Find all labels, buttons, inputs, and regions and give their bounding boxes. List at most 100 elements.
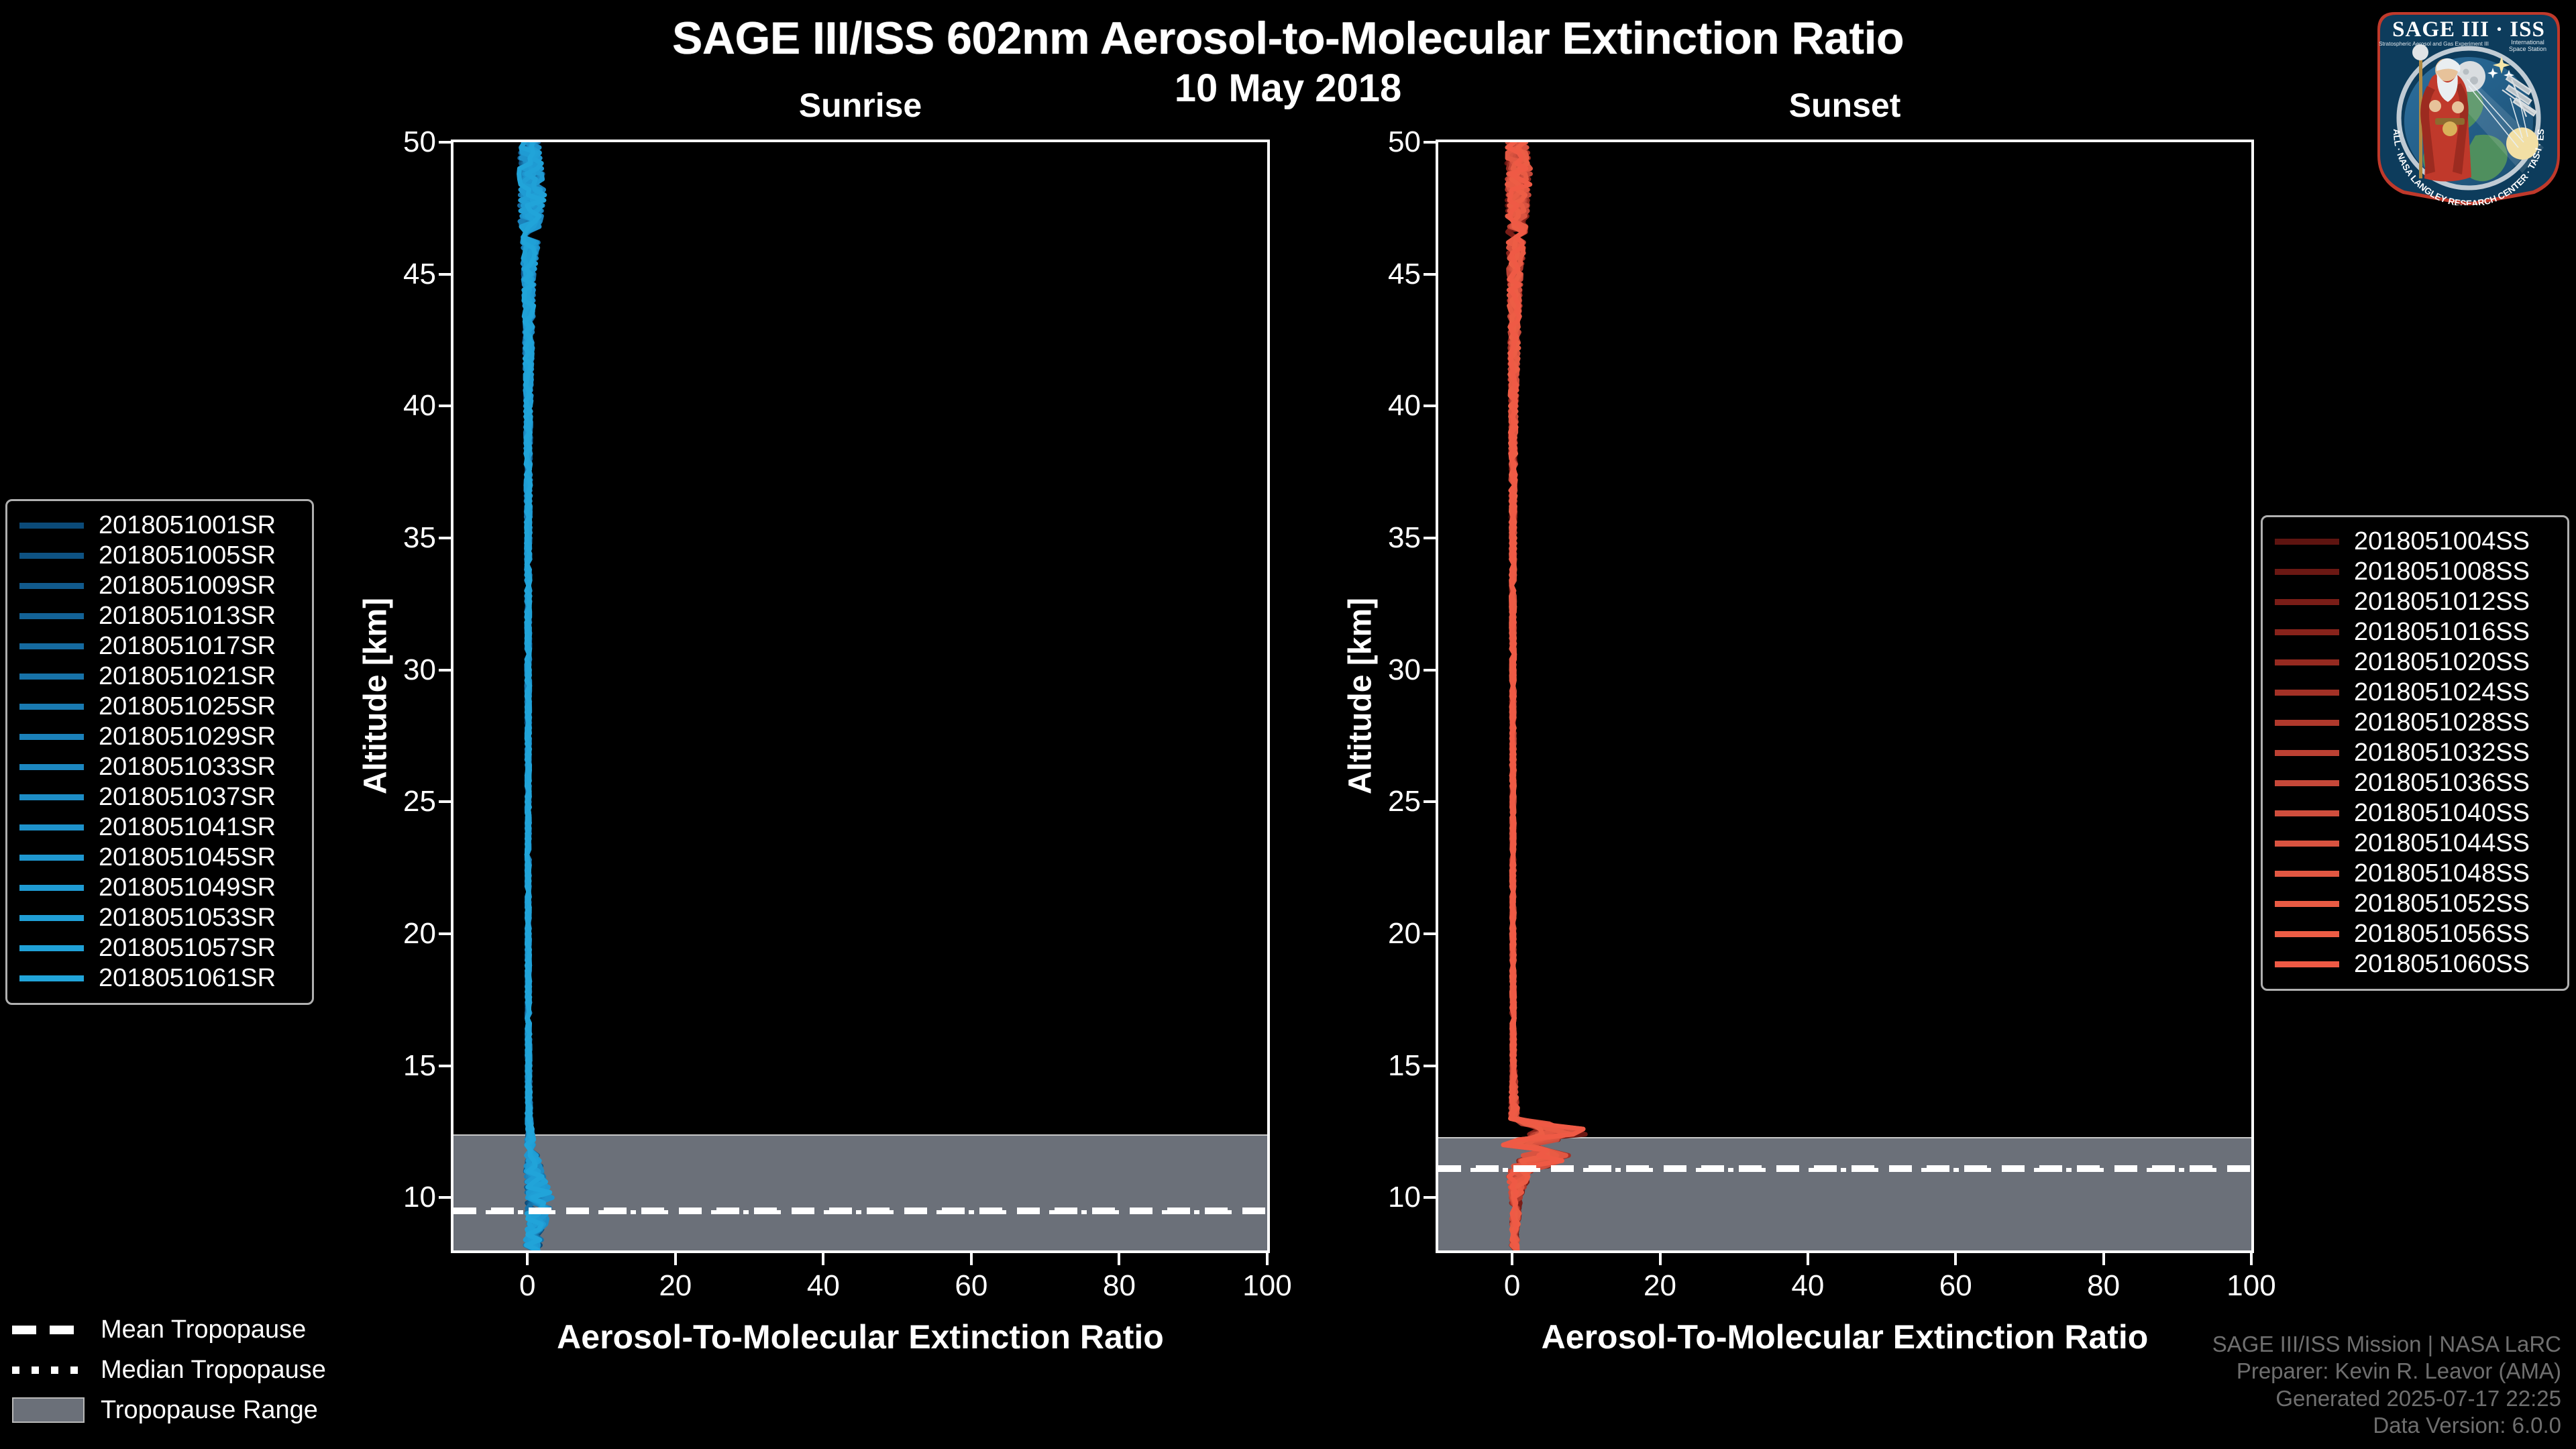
legend-item[interactable]: 2018051060SS [2275, 949, 2555, 979]
legend-item-label: 2018051013SR [99, 602, 276, 630]
legend-item[interactable]: 2018051048SS [2275, 859, 2555, 889]
legend-item[interactable]: 2018051056SS [2275, 919, 2555, 949]
y-axis-tick-mark [1424, 272, 1436, 276]
y-axis-tick-label: 10 [1388, 1181, 1421, 1214]
x-axis-tick-label: 20 [659, 1269, 692, 1302]
legend-label-tropopause-range: Tropopause Range [101, 1395, 318, 1424]
legend-item[interactable]: 2018051040SS [2275, 798, 2555, 828]
y-axis-tick-label: 35 [1388, 521, 1421, 554]
legend-item[interactable]: 2018051021SR [19, 661, 300, 692]
legend-item[interactable]: 2018051016SS [2275, 617, 2555, 647]
dashed-line-icon [12, 1325, 85, 1334]
legend-item[interactable]: 2018051053SR [19, 903, 300, 933]
sun-icon [2506, 127, 2538, 160]
y-axis-tick-label: 20 [1388, 917, 1421, 950]
legend-item[interactable]: 2018051044SS [2275, 828, 2555, 859]
legend-color-swatch [2275, 629, 2339, 635]
legend-item-label: 2018051033SR [99, 753, 276, 781]
legend-color-swatch [2275, 539, 2339, 545]
y-axis-tick-label: 30 [1388, 653, 1421, 686]
legend-item-label: 2018051049SR [99, 873, 276, 902]
legend-item[interactable]: 2018051029SR [19, 722, 300, 752]
mean-tropopause-line [453, 1208, 1267, 1214]
legend-item[interactable]: 2018051037SR [19, 782, 300, 812]
y-axis-tick-label: 25 [1388, 785, 1421, 818]
legend-color-swatch [2275, 871, 2339, 877]
legend-item[interactable]: 2018051045SR [19, 843, 300, 873]
legend-item[interactable]: 2018051041SR [19, 812, 300, 843]
legend-item-label: 2018051017SR [99, 632, 276, 660]
legend-color-swatch [19, 523, 84, 529]
y-axis-tick-mark [1424, 932, 1436, 935]
credits-line-version: Data Version: 6.0.0 [2373, 1413, 2561, 1438]
legend-item[interactable]: 2018051020SS [2275, 647, 2555, 678]
legend-item-label: 2018051032SS [2354, 739, 2530, 767]
legend-item[interactable]: 2018051005SR [19, 541, 300, 571]
legend-color-swatch [2275, 659, 2339, 665]
legend-item[interactable]: 2018051012SS [2275, 587, 2555, 617]
legend-item[interactable]: 2018051013SR [19, 601, 300, 631]
x-axis-tick-mark [2102, 1253, 2105, 1265]
y-axis-tick-label: 50 [1388, 125, 1421, 158]
legend-item[interactable]: 2018051049SR [19, 873, 300, 903]
legend-item[interactable]: 2018051017SR [19, 631, 300, 661]
legend-color-swatch [19, 583, 84, 589]
legend-color-swatch [19, 975, 84, 981]
legend-item[interactable]: 2018051028SS [2275, 708, 2555, 738]
y-axis-tick-label: 45 [1388, 257, 1421, 290]
y-axis-tick-mark [439, 537, 451, 539]
legend-item-label: 2018051036SS [2354, 769, 2530, 797]
x-axis-label: Aerosol-To-Molecular Extinction Ratio [557, 1318, 1164, 1356]
legend-item[interactable]: 2018051024SS [2275, 678, 2555, 708]
y-axis-tick-mark [439, 141, 451, 144]
y-axis-tick-label: 35 [403, 521, 436, 554]
legend-item-label: 2018051028SS [2354, 708, 2530, 737]
legend-label-mean-tropopause: Mean Tropopause [101, 1315, 307, 1344]
legend-color-swatch [2275, 599, 2339, 605]
sunrise-series-legend: 2018051001SR 2018051005SR 2018051009SR 2018… [5, 499, 314, 1005]
sunrise-plot-area [451, 140, 1270, 1253]
x-axis-tick-mark [674, 1253, 677, 1265]
y-axis-tick-mark [439, 1064, 451, 1067]
legend-item[interactable]: 2018051008SS [2275, 557, 2555, 587]
legend-item[interactable]: 2018051001SR [19, 511, 300, 541]
y-axis-tick-mark [439, 405, 451, 408]
legend-item[interactable]: 2018051004SS [2275, 527, 2555, 557]
legend-item[interactable]: 2018051052SS [2275, 889, 2555, 919]
legend-item[interactable]: 2018051036SS [2275, 768, 2555, 798]
dotted-line-icon [12, 1366, 85, 1374]
legend-item[interactable]: 2018051009SR [19, 571, 300, 601]
x-axis-tick-mark [1954, 1253, 1957, 1265]
legend-item[interactable]: 2018051032SS [2275, 738, 2555, 768]
legend-color-swatch [19, 643, 84, 649]
filled-box-icon [12, 1397, 85, 1423]
legend-item[interactable]: 2018051033SR [19, 752, 300, 782]
legend-color-swatch [19, 885, 84, 891]
legend-color-swatch [2275, 780, 2339, 786]
y-axis-tick-mark [439, 800, 451, 804]
credits-line-preparer: Preparer: Kevin R. Leavor (AMA) [2236, 1358, 2561, 1384]
x-axis-tick-mark [1118, 1253, 1121, 1265]
y-axis-tick-label: 15 [403, 1049, 436, 1082]
legend-item-label: 2018051005SR [99, 541, 276, 570]
tropopause-legend: Mean Tropopause Median Tropopause Tropop… [12, 1309, 326, 1430]
legend-item-mean-tropopause: Mean Tropopause [12, 1309, 326, 1350]
mean-tropopause-line [1438, 1165, 2251, 1173]
legend-item-label: 2018051057SR [99, 934, 276, 962]
legend-item-label: 2018051037SR [99, 783, 276, 811]
legend-color-swatch [2275, 961, 2339, 967]
legend-item[interactable]: 2018051061SR [19, 963, 300, 994]
legend-color-swatch [19, 674, 84, 680]
legend-color-swatch [2275, 690, 2339, 696]
legend-item-label: 2018051021SR [99, 662, 276, 690]
legend-item[interactable]: 2018051057SR [19, 933, 300, 963]
legend-item-label: 2018051048SS [2354, 859, 2530, 888]
legend-item-label: 2018051016SS [2354, 618, 2530, 646]
legend-color-swatch [2275, 810, 2339, 816]
x-axis-tick-mark [526, 1253, 529, 1265]
legend-item-tropopause-range: Tropopause Range [12, 1390, 326, 1430]
legend-item[interactable]: 2018051025SR [19, 692, 300, 722]
x-axis-tick-label: 60 [1939, 1269, 1972, 1302]
patch-subtitle-left: Stratospheric Aerosol and Gas Experiment… [2379, 41, 2489, 47]
